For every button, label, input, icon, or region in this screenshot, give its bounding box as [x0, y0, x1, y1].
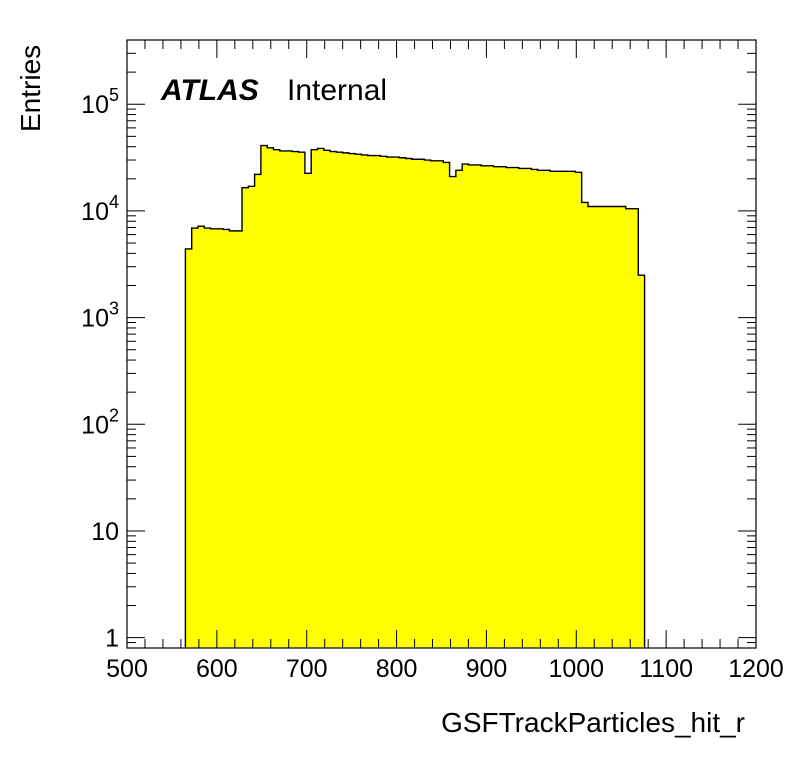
histogram-bin [210, 228, 218, 648]
plot-frame [126, 39, 757, 649]
histogram-bin [481, 165, 488, 649]
histogram-bin [493, 166, 501, 649]
histogram-bin [298, 152, 306, 649]
y-tick-label: 104 [81, 192, 119, 226]
y-tick-label: 105 [81, 85, 119, 119]
histogram-bin [606, 206, 614, 648]
histogram-bin [418, 159, 425, 648]
histogram-bin [594, 206, 601, 648]
histogram-bin [323, 150, 331, 648]
histogram-bin [248, 186, 255, 649]
y-tick-label: 102 [81, 405, 119, 439]
histogram-bin [342, 152, 350, 648]
histogram-bin [374, 155, 381, 649]
histogram-bin [235, 230, 243, 648]
histogram-bin [392, 157, 400, 648]
atlas-label: ATLAS [160, 74, 259, 107]
y-tick-label: 10 [91, 518, 119, 546]
histogram-bin [311, 149, 318, 648]
histogram-bin [550, 171, 557, 648]
x-tick-label: 1200 [728, 655, 784, 683]
histogram-bin [569, 171, 576, 648]
histogram-bin [317, 148, 325, 648]
y-tick-label: 103 [81, 299, 119, 333]
histogram-bin [286, 150, 293, 649]
histogram-bin [556, 171, 564, 648]
histogram-bin [619, 206, 627, 648]
histogram-bin [543, 170, 551, 648]
histogram-bin [587, 206, 595, 648]
histogram-bin [223, 229, 230, 648]
histogram-bin [304, 173, 312, 648]
histogram-bin [506, 167, 513, 648]
histogram-bin [260, 145, 268, 648]
histogram-bin [405, 158, 413, 648]
histogram-bin [242, 187, 249, 649]
histogram-bars [185, 145, 645, 649]
histogram-bin [512, 167, 520, 648]
histogram-bin [386, 157, 394, 648]
histogram-bin [367, 155, 375, 649]
histogram-bin [336, 152, 344, 649]
x-tick-label: 700 [286, 655, 328, 683]
histogram-bin [273, 149, 281, 648]
histogram-bin [581, 202, 589, 648]
histogram-bin [437, 160, 444, 648]
histogram-bin [518, 168, 526, 648]
y-tick-label: 1 [105, 625, 119, 653]
histogram-bin [191, 228, 199, 649]
histogram-bin [487, 165, 495, 649]
x-tick-label: 1000 [548, 655, 604, 683]
axis-ticks [126, 39, 757, 649]
histogram-bin [449, 176, 457, 648]
histogram-bin [613, 206, 620, 648]
histogram-bin [399, 157, 406, 648]
histogram-bin [204, 228, 211, 649]
histogram-bin [462, 164, 469, 648]
x-tick-label: 600 [196, 655, 238, 683]
y-axis-title: Entries [15, 45, 46, 132]
histogram-bin [216, 228, 224, 648]
histogram-bin [562, 171, 570, 648]
histogram-bin [330, 151, 337, 648]
histogram-bin [443, 162, 450, 648]
x-axis-title: GSFTrackParticles_hit_r [441, 707, 745, 738]
histogram-bin [424, 160, 432, 649]
x-tick-labels: 500 600 700 800 900 1000 1100 1200 [106, 655, 784, 683]
histogram-bin [499, 166, 507, 649]
histogram-bin [600, 206, 608, 648]
histogram-bin [380, 156, 388, 648]
histogram-bin [185, 248, 193, 648]
histogram-bin [525, 168, 532, 648]
histogram-bin [411, 159, 419, 648]
histogram-bin [631, 208, 639, 648]
histogram-bin [254, 174, 262, 648]
histogram-bin [468, 164, 476, 648]
histogram-bin [279, 150, 287, 649]
histogram-bin [474, 164, 482, 648]
y-tick-labels: 1 10 102 103 104 105 [81, 85, 119, 652]
x-tick-label: 800 [376, 655, 418, 683]
x-tick-label: 1100 [639, 655, 693, 683]
histogram-bin [267, 147, 274, 648]
internal-label: Internal [287, 74, 387, 107]
histogram-bin [292, 151, 300, 648]
x-tick-label: 500 [106, 655, 148, 683]
histogram-bin [430, 160, 438, 648]
histogram-outline [184, 144, 646, 648]
histogram-bin [455, 170, 463, 648]
x-tick-label: 900 [466, 655, 508, 683]
histogram-bin [229, 230, 237, 648]
histogram-bin [361, 154, 369, 648]
histogram-bin [537, 170, 545, 648]
histogram-bin [575, 172, 583, 649]
histogram-bin [348, 153, 356, 648]
histogram-bin [638, 275, 645, 648]
histogram-bin [197, 226, 205, 648]
histogram-bin [625, 208, 633, 648]
histogram-bin [355, 154, 362, 649]
histogram-bin [531, 169, 539, 648]
